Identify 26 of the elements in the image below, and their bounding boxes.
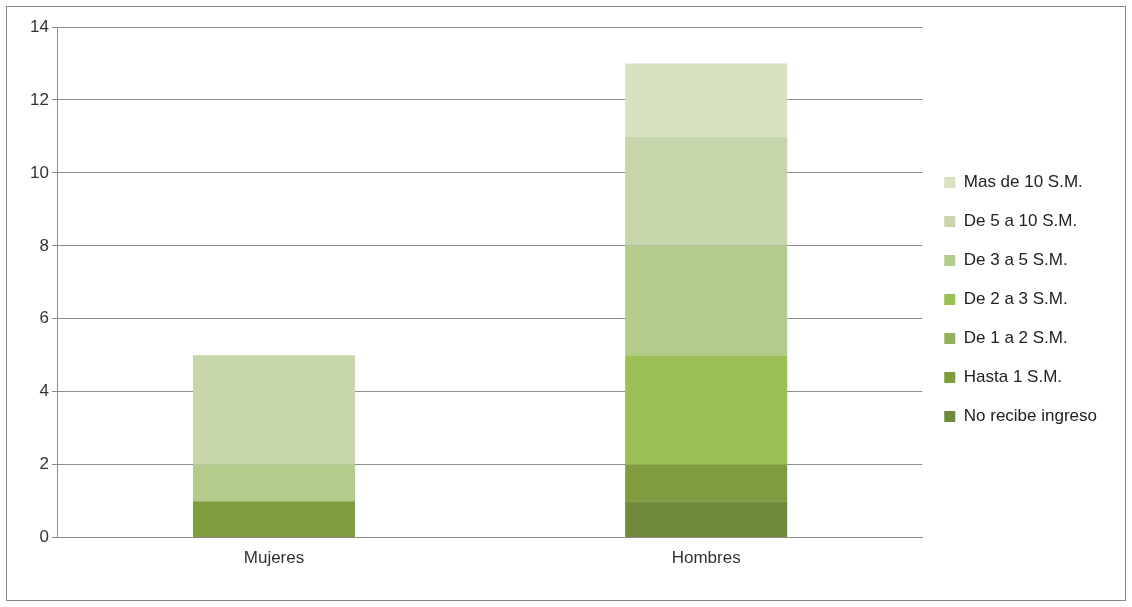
y-tick-label: 8 xyxy=(39,235,49,255)
legend-label: De 3 a 5 S.M. xyxy=(963,250,1068,270)
legend-label: No recibe ingreso xyxy=(963,406,1098,426)
y-tick-label: 6 xyxy=(39,308,49,328)
bar xyxy=(625,355,788,465)
y-tick-label: 12 xyxy=(29,89,49,109)
bar xyxy=(625,501,788,538)
bar xyxy=(625,464,788,502)
y-tick-label: 10 xyxy=(29,162,49,182)
x-tick-label: Hombres xyxy=(671,548,741,568)
legend-label: De 5 a 10 S.M. xyxy=(963,211,1078,231)
bar xyxy=(192,464,356,502)
x-tick-label: Mujeres xyxy=(243,548,305,568)
legend-label: Mas de 10 S.M. xyxy=(963,172,1083,192)
y-tick-label: 14 xyxy=(29,16,49,36)
legend-label: De 2 a 3 S.M. xyxy=(963,289,1068,309)
bar xyxy=(625,63,788,137)
bar xyxy=(192,355,356,465)
y-tick-label: 0 xyxy=(39,527,49,547)
y-tick-label: 2 xyxy=(39,454,49,474)
bar xyxy=(625,245,788,356)
y-tick-label: 4 xyxy=(39,381,49,401)
bar xyxy=(192,501,356,538)
legend-label: De 1 a 2 S.M. xyxy=(963,328,1068,348)
bar xyxy=(625,136,788,246)
legend-label: Hasta 1 S.M. xyxy=(963,367,1063,387)
